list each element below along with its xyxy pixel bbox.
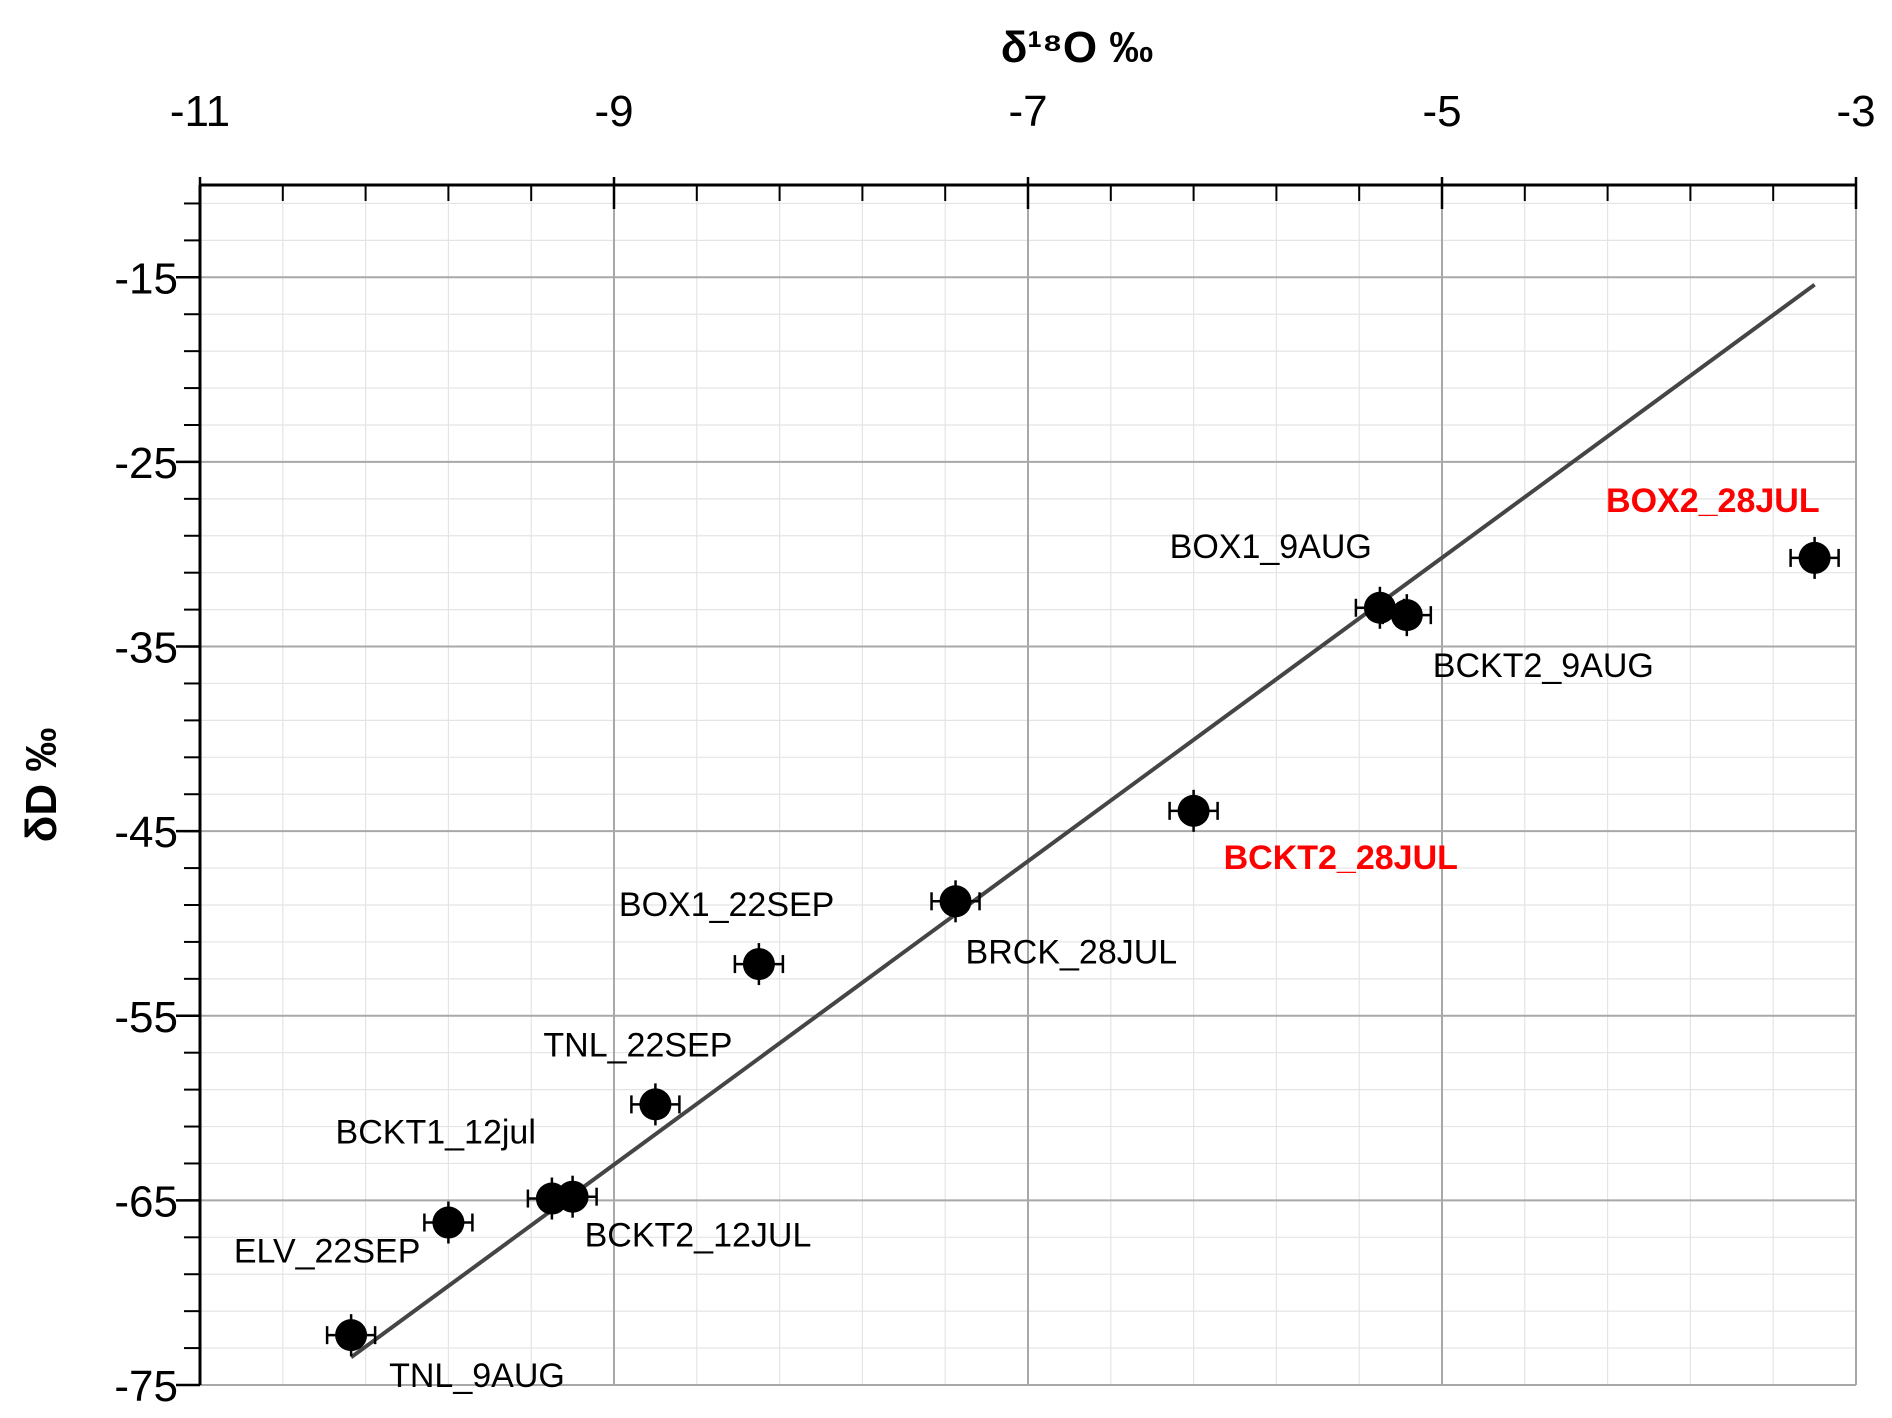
point-labels: TNL_9AUG ELV_22SEP BCKT1_12jul BCKT2_12JUL T…: [234, 482, 1820, 1395]
data-point-bckt2_9aug: [1390, 599, 1423, 632]
tick-marks: [176, 177, 1858, 1387]
plot-area: -11 -9 -7 -5 -3 -15 -25 -35 -45 -55 -65 -75 TNL_9AU…: [114, 87, 1875, 1411]
point-label-bckt2_12jul: BCKT2_12JUL: [585, 1217, 812, 1255]
point-label-bckt2_28jul: BCKT2_28JUL: [1224, 839, 1458, 877]
point-label-box1_9aug: BOX1_9AUG: [1170, 528, 1372, 566]
x-tick-label: -3: [1836, 87, 1875, 136]
x-tick-label: -9: [594, 87, 633, 136]
regression-line: [349, 283, 1816, 1359]
data-point-tnl_9aug: [335, 1319, 368, 1352]
x-axis-title: δ¹⁸O ‰: [1001, 23, 1154, 72]
y-tick-label: -55: [114, 993, 178, 1042]
tick-labels: -11 -9 -7 -5 -3 -15 -25 -35 -45 -55 -65 -75: [114, 87, 1875, 1411]
data-point-box1_9aug: [1363, 591, 1396, 624]
data-point-box1_22sep: [742, 948, 775, 981]
data-point-box2_28jul: [1798, 541, 1831, 574]
point-label-box1_22sep: BOX1_22SEP: [619, 886, 834, 924]
major-gridlines: [199, 185, 1857, 1386]
data-point-bckt2_12jul: [556, 1180, 589, 1213]
y-tick-label: -65: [114, 1177, 178, 1226]
regression-line: [349, 283, 1816, 1359]
data-points: [325, 536, 1840, 1357]
y-tick-label: -35: [114, 624, 178, 673]
x-tick-label: -7: [1008, 87, 1047, 136]
y-axis-title: δD ‰: [17, 728, 66, 843]
point-label-bckt2_9aug: BCKT2_9AUG: [1433, 647, 1654, 685]
point-label-brck_28jul: BRCK_28JUL: [966, 933, 1178, 971]
point-label-box2_28jul: BOX2_28JUL: [1606, 482, 1820, 520]
point-label-tnl_9aug: TNL_9AUG: [389, 1357, 565, 1395]
y-tick-label: -15: [114, 254, 178, 303]
x-tick-label: -11: [170, 87, 230, 136]
data-point-bckt2_28jul: [1177, 794, 1210, 827]
y-tick-label: -45: [114, 808, 178, 857]
point-label-elv_22sep: ELV_22SEP: [234, 1233, 421, 1271]
y-tick-label: -75: [114, 1362, 178, 1411]
point-label-tnl_22sep: TNL_22SEP: [543, 1026, 732, 1064]
x-tick-label: -5: [1422, 87, 1461, 136]
data-point-tnl_22sep: [639, 1088, 672, 1121]
data-point-elv_22sep: [432, 1206, 465, 1239]
point-label-bckt1_12jul: BCKT1_12jul: [336, 1114, 536, 1152]
y-tick-label: -25: [114, 439, 178, 488]
data-point-brck_28jul: [939, 885, 972, 918]
